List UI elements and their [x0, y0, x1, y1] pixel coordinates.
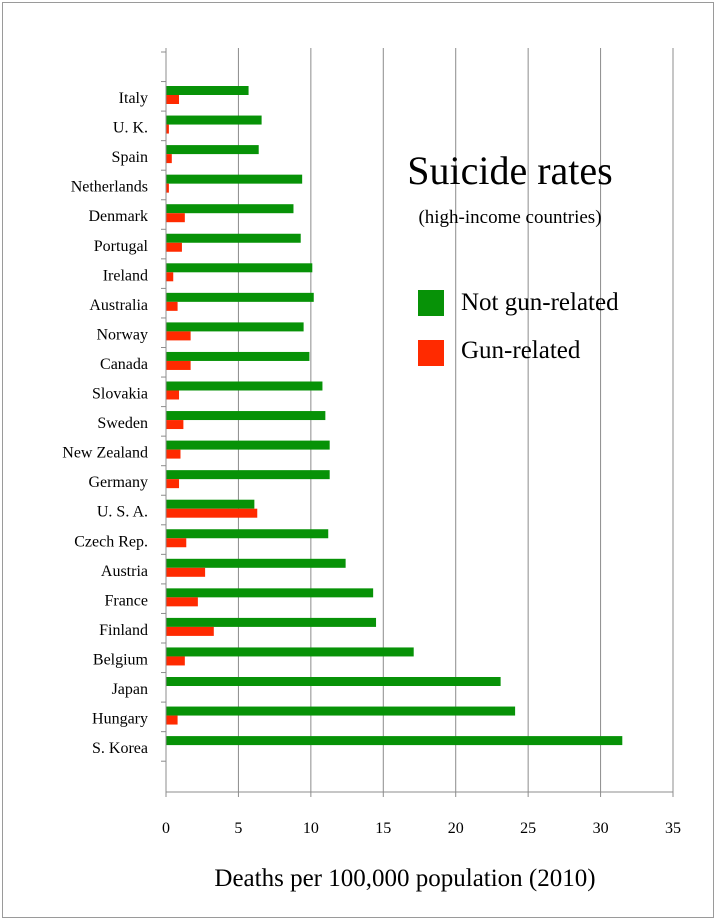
bar-gun-austria: [166, 567, 206, 577]
category-label-canada: Canada: [100, 356, 148, 373]
bar-gun-norway: [166, 331, 191, 341]
bar-gun-canada: [166, 360, 191, 370]
category-label-u-s-a: U. S. A.: [97, 504, 148, 521]
x-axis-label: Deaths per 100,000 population (2010): [214, 865, 595, 892]
category-label-norway: Norway: [96, 326, 148, 343]
category-label-hungary: Hungary: [92, 711, 148, 728]
category-label-france: France: [104, 592, 148, 609]
x-tick-label-10: 10: [303, 820, 319, 837]
bar-gun-u-k: [166, 124, 169, 134]
x-tick-label-35: 35: [665, 820, 681, 837]
bar-not-gun-u-k: [166, 115, 262, 125]
category-label-sweden: Sweden: [97, 415, 148, 432]
bar-not-gun-czech-rep: [166, 529, 329, 539]
bar-gun-portugal: [166, 242, 182, 252]
category-label-czech-rep: Czech Rep.: [74, 533, 148, 550]
bar-gun-france: [166, 597, 198, 607]
bar-not-gun-ireland: [166, 263, 313, 273]
category-labels: Italy U. K. Spain Netherlands Denmark Portuga…: [62, 90, 148, 757]
chart-title: Suicide rates: [407, 148, 613, 193]
legend-label-not-gun-related: Not gun-related: [461, 289, 619, 316]
bar-gun-denmark: [166, 213, 185, 223]
category-label-u-k: U. K.: [113, 120, 148, 137]
bar-not-gun-u-s-a: [166, 499, 255, 509]
bar-gun-australia: [166, 301, 178, 311]
category-label-denmark: Denmark: [88, 208, 148, 225]
bar-not-gun-slovakia: [166, 381, 323, 391]
bar-not-gun-norway: [166, 322, 304, 332]
category-label-belgium: Belgium: [93, 651, 149, 668]
bar-not-gun-hungary: [166, 706, 516, 716]
x-tick-label-15: 15: [375, 820, 391, 837]
bar-gun-germany: [166, 479, 180, 489]
category-label-austria: Austria: [101, 563, 148, 580]
bar-not-gun-denmark: [166, 204, 294, 214]
grid-lines: [237, 48, 674, 792]
bar-not-gun-sweden: [166, 411, 326, 421]
bar-gun-czech-rep: [166, 538, 187, 548]
bar-gun-sweden: [166, 420, 184, 430]
legend-swatch-gun-related: [418, 340, 444, 366]
bar-not-gun-germany: [166, 470, 330, 480]
bar-gun-netherlands: [166, 183, 169, 193]
bar-gun-new-zealand: [166, 449, 181, 459]
bar-gun-belgium: [166, 656, 185, 666]
category-label-s-korea: S. Korea: [92, 740, 148, 757]
bar-not-gun-france: [166, 588, 374, 598]
x-tick-labels: 0 5 10 15 20 25 30 35: [162, 820, 681, 837]
axes: [161, 48, 674, 797]
bar-not-gun-new-zealand: [166, 440, 330, 450]
bar-not-gun-s-korea: [166, 736, 623, 746]
x-tick-label-25: 25: [520, 820, 536, 837]
category-label-netherlands: Netherlands: [71, 179, 148, 196]
category-label-portugal: Portugal: [94, 238, 149, 255]
bar-not-gun-spain: [166, 145, 259, 155]
bar-not-gun-portugal: [166, 233, 301, 243]
bars: [166, 86, 623, 746]
legend-label-gun-related: Gun-related: [461, 337, 581, 364]
x-tick-label-20: 20: [448, 820, 464, 837]
bar-gun-finland: [166, 626, 214, 636]
bar-gun-italy: [166, 95, 180, 104]
category-label-japan: Japan: [112, 681, 148, 698]
x-tick-label-30: 30: [593, 820, 609, 837]
category-label-slovakia: Slovakia: [92, 386, 148, 403]
category-label-ireland: Ireland: [103, 267, 148, 284]
bar-gun-spain: [166, 154, 172, 164]
bar-gun-ireland: [166, 272, 174, 282]
bar-gun-hungary: [166, 715, 178, 725]
category-label-australia: Australia: [89, 297, 148, 314]
category-label-italy: Italy: [119, 90, 148, 107]
x-tick-label-0: 0: [162, 820, 170, 837]
category-label-new-zealand: New Zealand: [62, 445, 148, 462]
bar-not-gun-austria: [166, 558, 346, 568]
legend: Not gun-related Gun-related: [418, 289, 619, 366]
bar-not-gun-australia: [166, 292, 314, 302]
category-label-finland: Finland: [99, 622, 148, 639]
bar-gun-u-s-a: [166, 508, 258, 518]
bar-not-gun-italy: [166, 86, 249, 95]
bar-not-gun-netherlands: [166, 174, 303, 184]
category-label-germany: Germany: [88, 474, 148, 491]
bar-not-gun-belgium: [166, 647, 414, 657]
chart-subtitle: (high-income countries): [418, 207, 601, 228]
category-label-spain: Spain: [112, 149, 148, 166]
legend-swatch-not-gun-related: [418, 290, 444, 316]
bar-not-gun-japan: [166, 677, 501, 686]
bar-not-gun-finland: [166, 617, 377, 627]
bar-not-gun-canada: [166, 351, 310, 361]
x-tick-label-5: 5: [234, 820, 242, 837]
bar-gun-slovakia: [166, 390, 180, 400]
